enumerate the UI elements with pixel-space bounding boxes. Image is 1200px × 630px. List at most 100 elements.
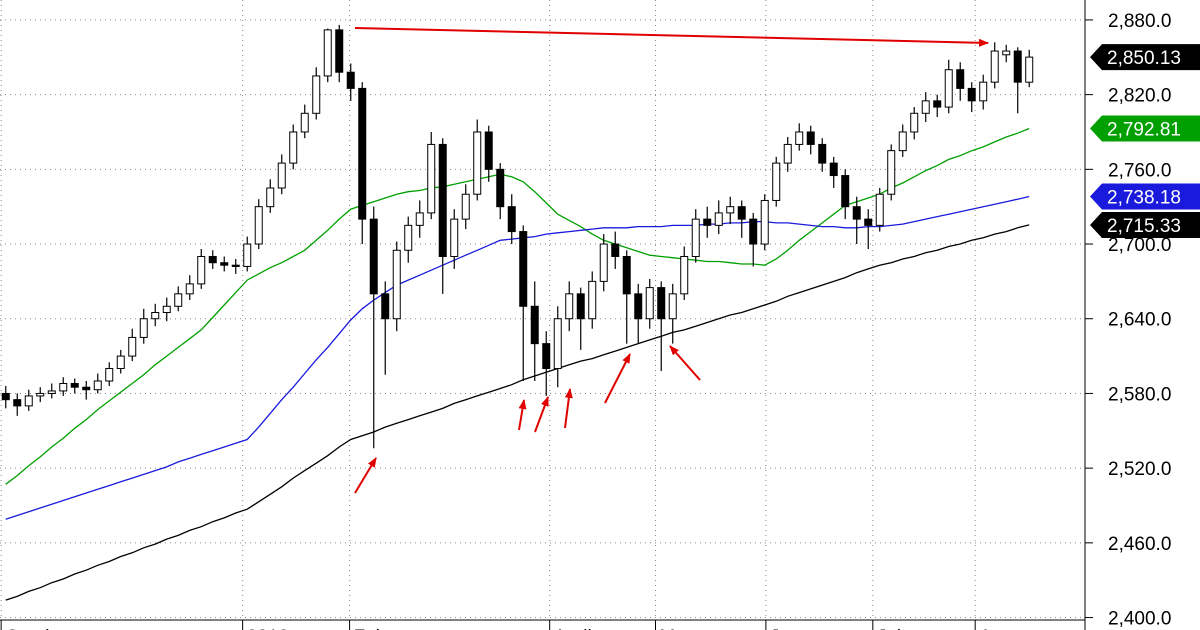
candle bbox=[484, 125, 493, 182]
candle bbox=[898, 124, 907, 157]
candle-body bbox=[266, 187, 275, 208]
candle-body bbox=[139, 318, 148, 338]
candle-body bbox=[910, 112, 919, 133]
candle-body bbox=[346, 71, 355, 89]
candle bbox=[542, 331, 551, 396]
candle bbox=[933, 94, 942, 118]
candle-body bbox=[737, 206, 746, 220]
candle bbox=[473, 119, 482, 201]
candle bbox=[300, 104, 309, 139]
candle bbox=[1, 385, 10, 409]
candle bbox=[703, 206, 712, 238]
candle bbox=[461, 184, 470, 230]
x-tick-label: May bbox=[659, 627, 695, 630]
candle bbox=[312, 67, 321, 120]
candle-body bbox=[93, 380, 102, 391]
candle-body bbox=[1025, 56, 1034, 83]
candle bbox=[358, 82, 367, 245]
candle-body bbox=[829, 162, 838, 177]
candle-body bbox=[369, 218, 378, 295]
x-tick-label: April bbox=[554, 627, 592, 630]
price-axis: 2,400.0 2,460.0 2,520.0 2,580.0 2,640.0 2,700… bbox=[1084, 0, 1200, 630]
candle bbox=[128, 328, 137, 362]
candle bbox=[346, 63, 355, 101]
candle bbox=[576, 287, 585, 350]
candle-body bbox=[611, 243, 620, 257]
candle-body bbox=[634, 293, 643, 320]
moving-average-line bbox=[5, 224, 1030, 601]
candle bbox=[737, 200, 746, 238]
candle-body bbox=[128, 336, 137, 357]
annotations bbox=[354, 27, 989, 494]
candle bbox=[266, 179, 275, 213]
candle bbox=[174, 286, 183, 312]
candle bbox=[910, 107, 919, 140]
candle-body bbox=[576, 293, 585, 320]
candle-body bbox=[174, 293, 183, 307]
x-tick-label: June bbox=[770, 627, 811, 630]
candle bbox=[921, 92, 930, 123]
candle-body bbox=[484, 131, 493, 170]
y-tick-label: 2,580.0 bbox=[1108, 384, 1171, 405]
candle-body bbox=[760, 199, 769, 245]
candle-body bbox=[599, 243, 608, 282]
candle bbox=[852, 196, 861, 245]
candle-body bbox=[438, 143, 447, 257]
candle bbox=[162, 297, 171, 322]
candle bbox=[611, 231, 620, 269]
candle-body bbox=[588, 280, 597, 320]
candle bbox=[369, 206, 378, 449]
candle bbox=[588, 271, 597, 329]
candle bbox=[645, 278, 654, 329]
candle bbox=[1013, 47, 1022, 114]
candle bbox=[93, 373, 102, 394]
candle bbox=[726, 196, 735, 225]
candle-body bbox=[714, 212, 723, 226]
candle-body bbox=[519, 231, 528, 307]
candle bbox=[680, 246, 689, 301]
candle bbox=[1025, 49, 1034, 88]
candle bbox=[599, 234, 608, 292]
candle-body bbox=[13, 399, 22, 407]
y-tick-label: 2,760.0 bbox=[1108, 160, 1171, 181]
candle-body bbox=[70, 382, 79, 388]
last-value-label: 2,738.18 bbox=[1107, 187, 1181, 208]
candle-body bbox=[231, 264, 240, 267]
candle-body bbox=[1, 392, 10, 401]
candle-body bbox=[415, 212, 424, 226]
candle-body bbox=[542, 343, 551, 370]
candle bbox=[24, 389, 33, 411]
last-value-tag bbox=[1090, 44, 1200, 71]
candle-body bbox=[59, 382, 68, 392]
candle bbox=[829, 156, 838, 189]
last-value-label: 2,792.81 bbox=[1107, 119, 1181, 140]
candle bbox=[691, 209, 700, 263]
candle-body bbox=[1013, 50, 1022, 83]
candle bbox=[116, 349, 125, 374]
candle bbox=[404, 216, 413, 263]
last-value-tag bbox=[1090, 183, 1200, 210]
candle-body bbox=[404, 224, 413, 251]
x-tick-label: 2018 bbox=[247, 627, 289, 630]
candle-body bbox=[381, 293, 390, 320]
x-tick-label: February bbox=[354, 627, 431, 630]
candle-body bbox=[105, 368, 114, 382]
candle bbox=[657, 281, 666, 372]
candle-body bbox=[806, 131, 815, 145]
candle bbox=[760, 194, 769, 251]
candle-body bbox=[116, 355, 125, 370]
candle-body bbox=[450, 218, 459, 257]
last-value-tag bbox=[1090, 115, 1200, 142]
candle bbox=[714, 200, 723, 235]
candle bbox=[967, 82, 976, 113]
y-tick-label: 2,700.0 bbox=[1108, 235, 1171, 256]
candle bbox=[277, 154, 286, 195]
candle bbox=[243, 236, 252, 272]
candle-body bbox=[473, 131, 482, 195]
candle-body bbox=[921, 100, 930, 114]
candle-body bbox=[220, 262, 229, 266]
candle-body bbox=[254, 206, 263, 245]
trend-arrow bbox=[354, 27, 989, 47]
candle-body bbox=[645, 287, 654, 320]
